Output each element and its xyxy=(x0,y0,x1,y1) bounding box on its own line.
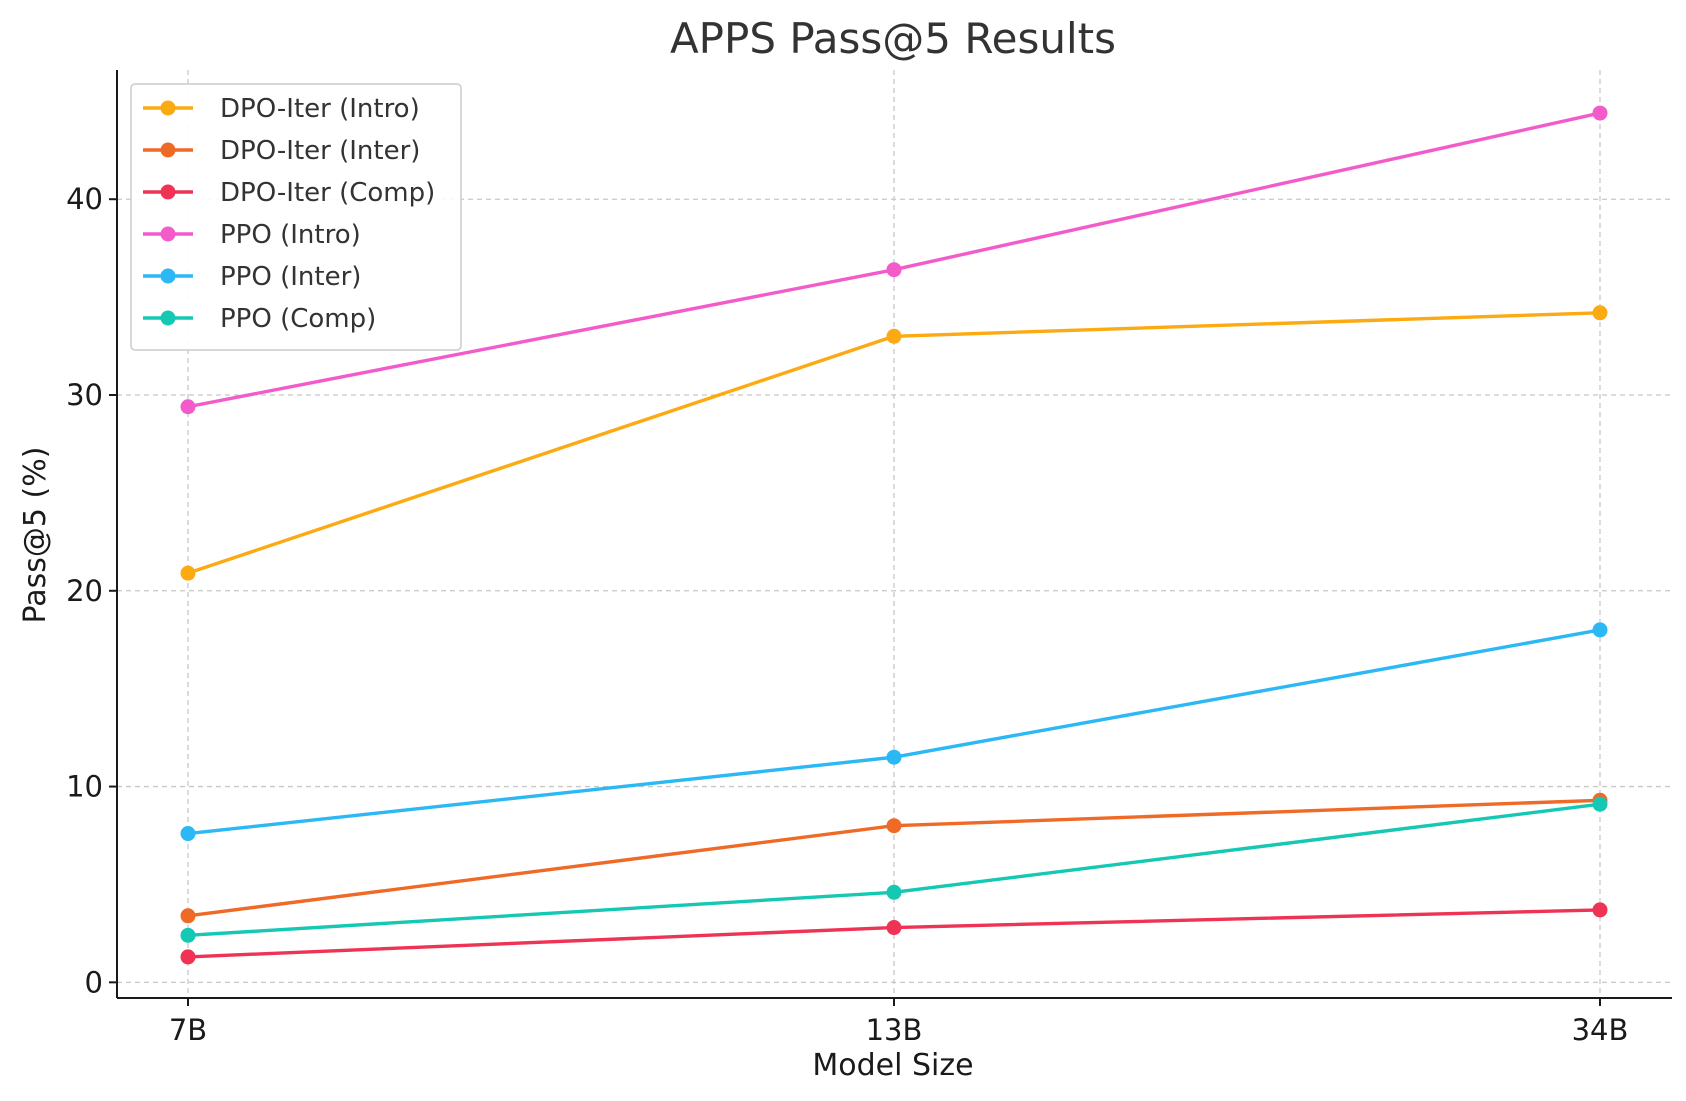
legend-swatch-marker xyxy=(160,268,176,284)
data-point xyxy=(1592,105,1608,121)
legend: DPO-Iter (Intro) DPO-Iter (Inter) DPO-Iter… xyxy=(130,83,462,351)
legend-item: DPO-Iter (Inter) xyxy=(143,136,420,166)
y-tick-label: 40 xyxy=(66,182,103,216)
grid xyxy=(117,70,1672,998)
data-point xyxy=(1592,796,1608,812)
data-point xyxy=(886,262,902,278)
legend-label: PPO (Comp) xyxy=(220,304,376,334)
y-tick-label: 0 xyxy=(85,965,103,999)
legend-item: PPO (Inter) xyxy=(143,262,361,292)
legend-box xyxy=(130,83,462,351)
series-0 xyxy=(180,305,1608,581)
x-tick-label: 13B xyxy=(866,1013,923,1047)
legend-swatch-marker xyxy=(160,142,176,158)
chart-title: APPS Pass@5 Results xyxy=(670,14,1116,63)
data-point xyxy=(886,884,902,900)
legend-label: DPO-Iter (Comp) xyxy=(220,178,435,208)
x-tick-label: 34B xyxy=(1572,1013,1629,1047)
legend-label: PPO (Intro) xyxy=(220,220,361,250)
legend-label: PPO (Inter) xyxy=(220,262,361,292)
legend-item: DPO-Iter (Comp) xyxy=(143,178,435,208)
legend-swatch-marker xyxy=(160,226,176,242)
series-5 xyxy=(180,796,1608,943)
legend-label: DPO-Iter (Inter) xyxy=(220,136,420,166)
data-point xyxy=(886,818,902,834)
series-group xyxy=(180,105,1608,965)
data-point xyxy=(1592,622,1608,638)
y-tick-label: 30 xyxy=(66,378,103,412)
data-point xyxy=(180,826,196,842)
legend-swatch-marker xyxy=(160,100,176,116)
y-axis-label: Pass@5 (%) xyxy=(18,447,53,624)
data-point xyxy=(180,949,196,965)
data-point xyxy=(180,565,196,581)
data-point xyxy=(1592,305,1608,321)
axes: 7B 13B 34B 0 10 20 30 40 xyxy=(66,70,1672,1047)
data-point xyxy=(180,927,196,943)
x-tick-label: 7B xyxy=(169,1013,207,1047)
data-point xyxy=(886,749,902,765)
legend-swatch-marker xyxy=(160,310,176,326)
legend-label: DPO-Iter (Intro) xyxy=(220,94,420,124)
legend-item: PPO (Comp) xyxy=(143,304,376,334)
x-axis-label: Model Size xyxy=(812,1048,973,1083)
data-point xyxy=(886,920,902,936)
y-tick-label: 10 xyxy=(66,770,103,804)
data-point xyxy=(1592,902,1608,918)
legend-item: PPO (Intro) xyxy=(143,220,361,250)
legend-swatch-marker xyxy=(160,184,176,200)
data-point xyxy=(886,328,902,344)
legend-item: DPO-Iter (Intro) xyxy=(143,94,420,124)
series-2 xyxy=(180,902,1608,965)
data-point xyxy=(180,908,196,924)
y-tick-label: 20 xyxy=(66,574,103,608)
series-3 xyxy=(180,105,1608,415)
data-point xyxy=(180,399,196,415)
series-4 xyxy=(180,622,1608,842)
